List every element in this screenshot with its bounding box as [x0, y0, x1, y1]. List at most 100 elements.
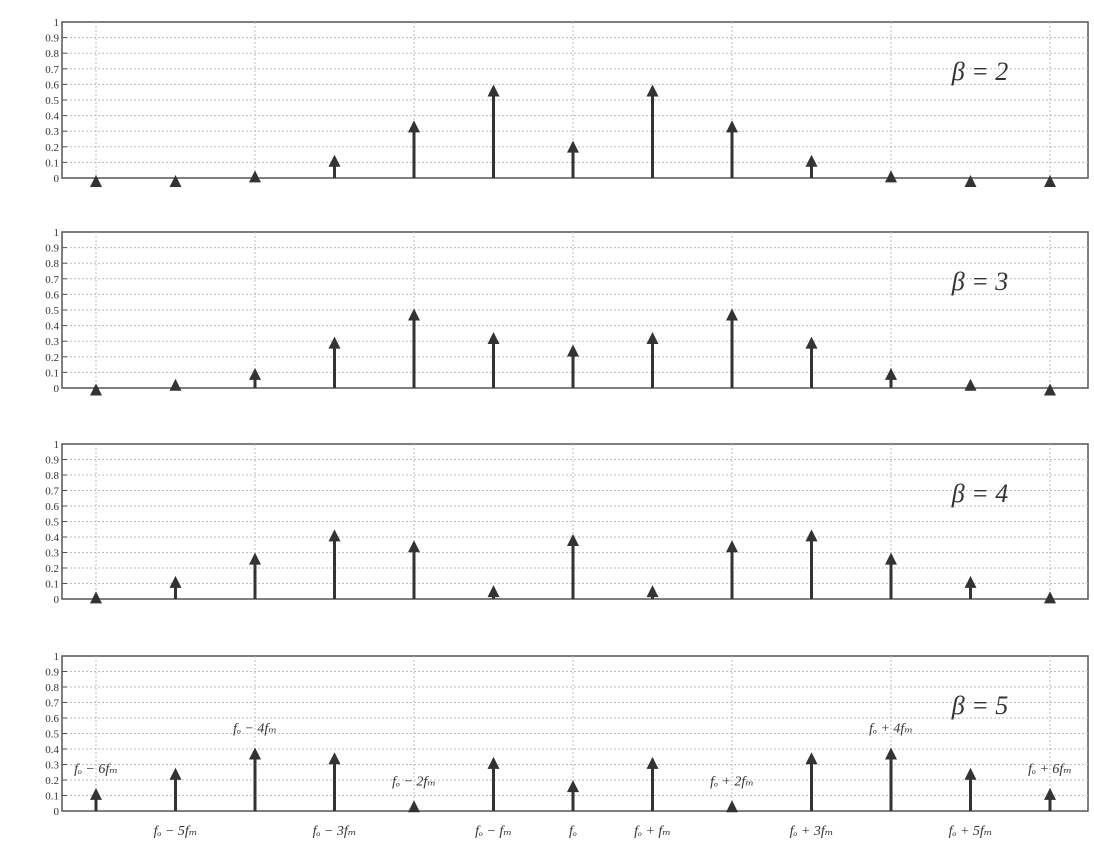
y-tick-label: 0.3 — [45, 548, 59, 560]
y-tick-label: 0.5 — [45, 729, 59, 741]
beta-annotation: β = 2 — [951, 57, 1009, 86]
y-tick-label: 1 — [54, 651, 60, 663]
stem-head — [328, 529, 341, 542]
stem-head — [1044, 175, 1056, 187]
chart-panel-2: 0 0.1 0.2 0.3 0.4 0.5 0.6 0.7 0.8 0.9 1 β = 3 — [45, 227, 1089, 396]
y-tick-label: 0.2 — [45, 563, 59, 575]
stem-head — [328, 752, 341, 765]
stem-head — [646, 756, 659, 769]
stem-head — [487, 756, 500, 769]
y-tick-label: 0.8 — [45, 470, 59, 482]
stem-head — [964, 767, 977, 780]
y-tick-label: 0.7 — [45, 64, 59, 76]
chart-panel-3: 0 0.1 0.2 0.3 0.4 0.5 0.6 0.7 0.8 0.9 1 β = 4 — [45, 439, 1089, 606]
chart-panel-1: 0 0.1 0.2 0.3 0.4 0.5 0.6 0.7 0.8 0.9 1 β = 2 — [45, 17, 1089, 187]
stem-head — [487, 331, 500, 344]
stem-head — [1044, 383, 1056, 396]
y-tick-label: 0.1 — [45, 157, 59, 169]
y-tick-label: 0.8 — [45, 682, 59, 694]
stem-head — [805, 529, 818, 542]
y-tick-label: 0.6 — [45, 501, 59, 513]
stem-head — [567, 780, 579, 793]
stem-head — [90, 787, 102, 800]
y-tick-label: 0.3 — [45, 760, 59, 772]
stem-head — [249, 367, 261, 380]
chart-panel-4: 0 0.1 0.2 0.3 0.4 0.5 0.6 0.7 0.8 0.9 1 β = 5 fₒ − 6… — [45, 651, 1089, 839]
y-tick-label: 0.6 — [45, 289, 59, 301]
beta-annotation: β = 5 — [951, 691, 1009, 720]
y-tick-label: 0.4 — [45, 532, 59, 544]
y-tick-label: 0 — [54, 383, 60, 395]
y-tick-label: 0 — [54, 594, 60, 606]
stem-head — [487, 585, 500, 598]
stem-annotation: fₒ + 4fₘ — [869, 722, 913, 737]
y-tick-label: 0.4 — [45, 744, 59, 756]
stem-head — [885, 747, 897, 760]
y-tick-label: 0.9 — [45, 33, 59, 45]
stem-head — [169, 175, 182, 187]
y-tick-label: 0.4 — [45, 111, 59, 123]
y-tick-label: 0.1 — [45, 791, 59, 803]
stem-head — [408, 540, 420, 553]
y-tick-label: 0.7 — [45, 698, 59, 710]
beta-annotation: β = 4 — [951, 479, 1009, 508]
stem-annotation: fₒ − 6fₘ — [74, 762, 118, 777]
y-tick-label: 0.7 — [45, 486, 59, 498]
y-tick-label: 1 — [54, 439, 60, 451]
stem-head — [805, 336, 818, 349]
stem-head — [169, 575, 182, 588]
stem-head — [90, 175, 102, 187]
y-tick-label: 0 — [54, 806, 60, 818]
stem-annotation: fₒ + 2fₘ — [710, 774, 754, 789]
y-tick-label: 1 — [54, 17, 60, 29]
y-tick-label: 0.7 — [45, 274, 59, 286]
stem-head — [885, 367, 897, 380]
stem-head — [249, 170, 261, 183]
stem-head — [726, 308, 738, 321]
x-tick-label: fₒ + fₘ — [634, 824, 671, 839]
stem-head — [567, 140, 579, 153]
x-tick-label: fₒ − 5fₘ — [154, 824, 198, 839]
y-tick-label: 0.8 — [45, 258, 59, 270]
stem-head — [249, 747, 261, 760]
x-tick-label: fₒ − 3fₘ — [313, 824, 357, 839]
stem-head — [487, 84, 500, 97]
y-tick-label: 0.3 — [45, 336, 59, 348]
stem-head — [328, 336, 341, 349]
stem-head — [169, 378, 182, 391]
stem-head — [90, 591, 102, 604]
x-tick-label: fₒ + 5fₘ — [949, 824, 993, 839]
stem-head — [726, 540, 738, 553]
y-tick-label: 0.2 — [45, 142, 59, 154]
stem-head — [90, 383, 102, 396]
stem-annotation: fₒ + 6fₘ — [1028, 762, 1072, 777]
stem-annotation: fₒ − 4fₘ — [233, 722, 277, 737]
stem-head — [646, 331, 659, 344]
stem-head — [169, 767, 182, 780]
y-tick-label: 0.9 — [45, 455, 59, 467]
stem-head — [646, 585, 659, 598]
stem-head — [1044, 787, 1056, 800]
stem-head — [964, 378, 977, 391]
stem-head — [249, 552, 261, 565]
y-tick-label: 0.5 — [45, 305, 59, 317]
y-tick-label: 0.1 — [45, 579, 59, 591]
stem-annotation: fₒ − 2fₘ — [392, 774, 436, 789]
y-tick-label: 0.9 — [45, 667, 59, 679]
stem-head — [567, 534, 579, 546]
stem-head — [1044, 591, 1056, 604]
stem-head — [328, 154, 341, 167]
stem-head — [408, 308, 420, 321]
stem-head — [726, 120, 738, 133]
stem-head — [646, 84, 659, 97]
y-tick-label: 0 — [54, 173, 60, 185]
y-tick-label: 0.6 — [45, 79, 59, 91]
stem-head — [726, 800, 738, 813]
x-tick-label: fₒ — [569, 824, 577, 839]
stem-head — [885, 170, 897, 183]
y-tick-label: 0.5 — [45, 95, 59, 107]
y-tick-label: 0.1 — [45, 367, 59, 379]
stem-head — [408, 800, 420, 813]
